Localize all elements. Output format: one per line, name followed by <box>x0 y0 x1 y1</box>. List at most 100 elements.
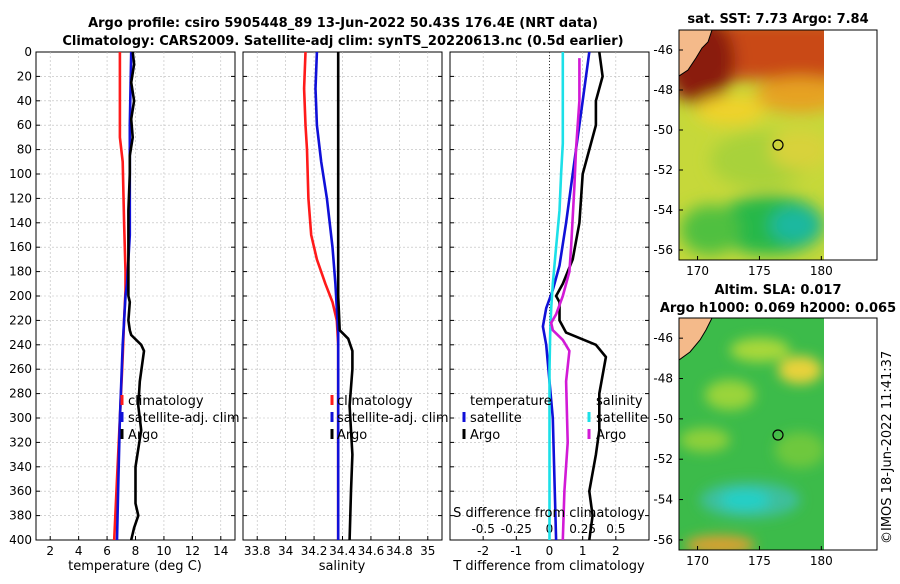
map-y-tick-label: -48 <box>653 83 673 97</box>
map-x-tick-label: 170 <box>686 554 709 568</box>
x-tick-label: -2 <box>477 544 489 558</box>
x-tick-label: 12 <box>185 544 200 558</box>
legend-temperature-title: temperature <box>470 394 552 409</box>
map-y-tick-label: -52 <box>653 163 673 177</box>
temperature-legend: climatology satellite-adj. clim Argo <box>120 394 240 443</box>
map-y-tick-label: -52 <box>653 452 673 466</box>
x-tick-label: 10 <box>156 544 171 558</box>
sla-map-subtitle: Argo h1000: 0.069 h2000: 0.065 <box>660 301 896 316</box>
y-tick-label: 40 <box>17 94 32 108</box>
figure-title-line2: Climatology: CARS2009. Satellite-adj cli… <box>62 34 623 49</box>
series-temperature-argo <box>554 51 608 541</box>
legend-climatology-label: climatology <box>128 394 204 409</box>
legend-climatology-label: climatology <box>337 394 413 409</box>
map-x-tick-label: 180 <box>810 264 833 278</box>
y-tick-label: 80 <box>17 143 32 157</box>
y-tick-label: 60 <box>17 118 32 132</box>
argo-location-marker <box>772 139 784 151</box>
temperature-panel: 0 20 40 60 80 100 120 140 160 180 200 220 240 260 280 3… <box>9 45 240 574</box>
legend-temp-satellite-label: satellite <box>470 411 522 426</box>
land-patch <box>679 318 713 361</box>
y-tick-label: 160 <box>9 240 32 254</box>
y-tick-label: 340 <box>9 460 32 474</box>
legend-satellite-label: satellite-adj. clim <box>128 411 240 426</box>
x-tick-label: 34 <box>278 544 293 558</box>
series-salinity-satellite <box>548 52 565 540</box>
difference-legend: temperature satellite Argo salinity sate… <box>462 394 648 443</box>
y-tick-label: 0 <box>24 45 32 59</box>
salinity-difference-xlabel: S difference from climatology <box>453 506 645 521</box>
map-y-tick-label: -56 <box>653 533 673 547</box>
land-patch <box>679 30 713 77</box>
sla-map-axes <box>678 317 878 551</box>
sla-map-title: Altim. SLA: 0.017 <box>715 283 842 298</box>
x-tick-label: 4 <box>75 544 83 558</box>
y-tick-label: 140 <box>9 216 32 230</box>
series-argo <box>336 52 354 541</box>
legend-satellite-label: satellite-adj. clim <box>337 411 449 426</box>
legend-sal-satellite-label: satellite <box>596 411 648 426</box>
argo-location-marker <box>772 429 784 441</box>
legend-salinity-title: salinity <box>596 394 643 409</box>
figure-title-line1: Argo profile: csiro 5905448_89 13-Jun-20… <box>88 16 598 31</box>
series-satellite-adj-clim <box>314 51 340 540</box>
series-temperature-satellite <box>541 51 591 541</box>
x-tick-label: 34.8 <box>386 544 413 558</box>
imos-watermark: ©IMOS 18-Jun-2022 11:41:37 <box>880 351 895 544</box>
y-tick-label: 400 <box>9 533 32 547</box>
salinity-panel: 33.8 34 34.2 34.4 34.6 34.8 35 salinity climat… <box>242 51 449 574</box>
y-tick-label: 120 <box>9 191 32 205</box>
map-y-tick-label: -48 <box>653 372 673 386</box>
difference-panel: -2 -1 0 1 2-0.5 -0.25 0 0.25 0.5 T difference fr… <box>449 51 650 574</box>
map-x-tick-label: 180 <box>810 554 833 568</box>
x-tick-label: 0 <box>546 544 554 558</box>
map-x-tick-label: 170 <box>686 264 709 278</box>
sst-map-panel: sat. SST: 7.73 Argo: 7.84 170 175 180 -46 -4… <box>653 12 878 278</box>
y-tick-label: 380 <box>9 509 32 523</box>
y-tick-label: 360 <box>9 484 32 498</box>
y-tick-label: 300 <box>9 411 32 425</box>
map-y-tick-label: -56 <box>653 243 673 257</box>
x-tick-label: 34.6 <box>358 544 385 558</box>
x2-tick-label: -0.25 <box>501 522 532 536</box>
x2-tick-label: 0.5 <box>606 522 625 536</box>
series-argo <box>127 51 146 541</box>
legend-argo-label: Argo <box>337 428 367 443</box>
x-tick-label: 6 <box>103 544 111 558</box>
y-tick-label: 20 <box>17 69 32 83</box>
legend-temp-argo-label: Argo <box>470 428 500 443</box>
x-tick-label: 14 <box>213 544 228 558</box>
x-tick-label: 34.2 <box>301 544 328 558</box>
y-tick-label: 200 <box>9 289 32 303</box>
salinity-xlabel: salinity <box>319 559 366 574</box>
sla-heatmap <box>679 318 824 550</box>
map-x-tick-label: 175 <box>748 554 771 568</box>
map-x-tick-label: 175 <box>748 264 771 278</box>
x2-tick-label: -0.5 <box>471 522 494 536</box>
x-tick-label: 2 <box>46 544 54 558</box>
sla-map-panel: Altim. SLA: 0.017 Argo h1000: 0.069 h200… <box>653 283 896 568</box>
map-y-tick-label: -54 <box>653 203 673 217</box>
y-tick-label: 320 <box>9 435 32 449</box>
map-y-tick-label: -50 <box>653 412 673 426</box>
y-tick-label: 100 <box>9 167 32 181</box>
salinity-legend: climatology satellite-adj. clim Argo <box>330 394 449 443</box>
x-tick-label: 2 <box>612 544 620 558</box>
x-tick-label: -1 <box>510 544 522 558</box>
map-y-tick-label: -46 <box>653 43 673 57</box>
x-tick-label: 1 <box>579 544 587 558</box>
x-tick-label: 35 <box>420 544 435 558</box>
sst-map-title: sat. SST: 7.73 Argo: 7.84 <box>687 12 868 27</box>
temperature-xlabel: temperature (deg C) <box>68 559 202 574</box>
x-tick-label: 33.8 <box>244 544 271 558</box>
x-tick-label: 8 <box>132 544 140 558</box>
legend-sal-argo-label: Argo <box>596 428 626 443</box>
x-tick-label: 34.4 <box>329 544 356 558</box>
sst-map-axes <box>678 29 878 261</box>
map-y-tick-label: -50 <box>653 123 673 137</box>
difference-xlabel: T difference from climatology <box>452 559 645 574</box>
map-y-tick-label: -54 <box>653 493 673 507</box>
map-y-tick-label: -46 <box>653 331 673 345</box>
y-tick-label: 260 <box>9 362 32 376</box>
